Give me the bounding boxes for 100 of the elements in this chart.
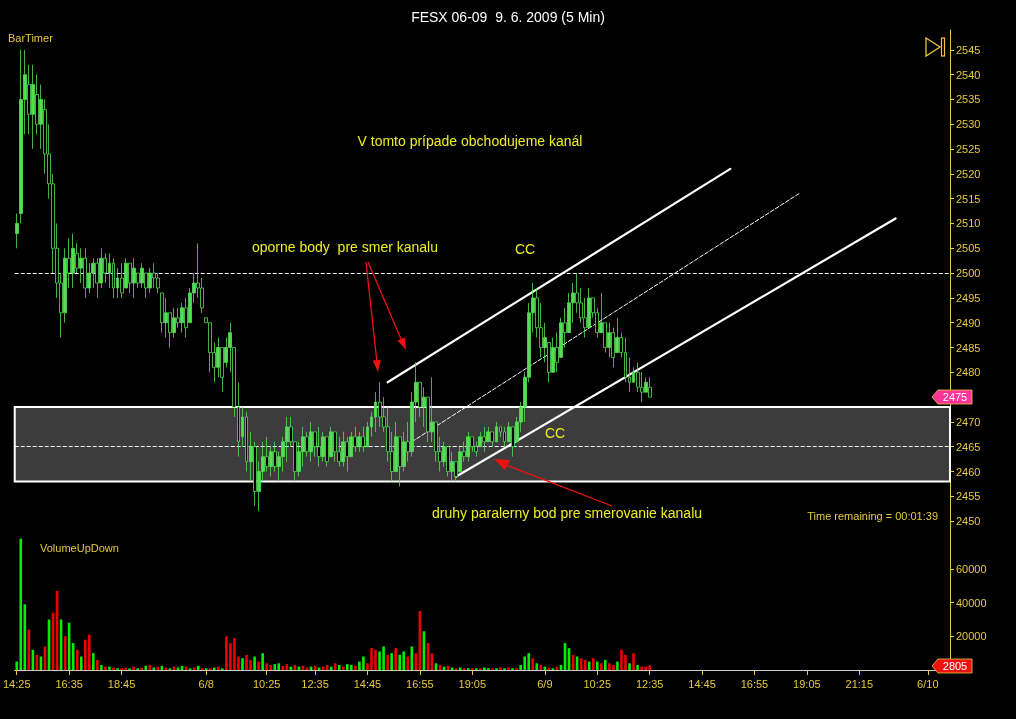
- x-tick-label: 19:05: [458, 677, 487, 690]
- bar: [382, 646, 385, 670]
- bar: [83, 639, 87, 670]
- x-tick-label: 16:55: [740, 677, 769, 690]
- candlestick: [357, 431, 361, 453]
- candlestick: [132, 257, 136, 299]
- bar: [648, 665, 651, 670]
- annotation: druhy paralerny bod pre smerovanie kanalu: [431, 505, 703, 521]
- candlestick: [333, 431, 337, 463]
- bar: [640, 666, 643, 670]
- bar: [257, 661, 260, 670]
- candlestick: [71, 233, 75, 289]
- y-tick-label: 2495: [956, 291, 981, 304]
- bar: [350, 664, 353, 670]
- bar: [362, 656, 365, 670]
- bar: [233, 638, 236, 670]
- candlestick: [120, 262, 124, 299]
- candlestick: [648, 376, 652, 398]
- bar: [628, 663, 631, 670]
- bar: [96, 659, 99, 670]
- bar: [124, 667, 127, 670]
- y-tick-label: 2500: [956, 267, 981, 280]
- annotation: 2805: [942, 660, 968, 672]
- y-tick-label: 2460: [956, 465, 981, 478]
- x-tick-label: 19:05: [793, 677, 821, 690]
- bar: [531, 658, 535, 670]
- bar: [616, 661, 619, 670]
- bar: [148, 664, 152, 670]
- bar: [261, 653, 264, 670]
- y-tick-label: 2485: [956, 341, 981, 354]
- candlestick: [482, 426, 486, 453]
- bar: [245, 654, 248, 670]
- bar: [354, 665, 357, 670]
- y-tick-label: 2455: [956, 490, 981, 503]
- bar: [370, 648, 373, 670]
- bar: [79, 656, 83, 670]
- x-tick-label: 10:25: [252, 677, 281, 690]
- bar: [337, 664, 341, 670]
- y-tick-label: 2515: [956, 192, 981, 205]
- bar: [88, 634, 91, 670]
- x-tick-label: 6/9: [537, 677, 553, 690]
- bar: [112, 667, 115, 670]
- bar: [217, 666, 220, 670]
- bar: [374, 649, 377, 670]
- bar: [632, 653, 635, 670]
- bar: [386, 654, 389, 670]
- bar: [535, 663, 539, 670]
- bar: [108, 666, 111, 670]
- candlestick: [317, 426, 321, 467]
- annotation: oporne body pre smer kanalu: [252, 239, 438, 255]
- x-tick-label: 18:45: [107, 677, 136, 690]
- candlestick: [31, 64, 35, 150]
- x-tick-label: 16:35: [55, 677, 83, 690]
- candlestick: [128, 262, 132, 294]
- bar: [358, 661, 361, 670]
- candlestick: [378, 381, 382, 428]
- annotation: BarTimer: [8, 32, 54, 44]
- annotation: VolumeUpDown: [40, 542, 119, 554]
- annotation: Time remaining = 00:01:39: [807, 510, 938, 522]
- x-tick-label: 6/8: [198, 677, 214, 690]
- y-tick-label: 2505: [956, 242, 981, 255]
- candlestick: [83, 247, 87, 299]
- y-tick-label: 2490: [956, 316, 981, 329]
- x-tick-label: 6/10: [917, 677, 939, 690]
- y-tick-label: 2545: [956, 43, 981, 56]
- y-tick-label: 2450: [956, 515, 981, 528]
- annotation: CC: [544, 425, 566, 441]
- bar: [595, 661, 599, 670]
- annotation: 2475: [942, 391, 968, 403]
- x-tick-label: 12:35: [635, 677, 664, 690]
- y2-tick-label: 60000: [956, 562, 987, 575]
- bar: [599, 663, 603, 670]
- candlestick: [103, 252, 107, 284]
- bar: [269, 664, 273, 670]
- bar: [644, 666, 647, 670]
- x-tick-label: 14:45: [353, 677, 382, 690]
- candlestick: [152, 262, 156, 289]
- bar: [241, 658, 244, 670]
- x-tick-label: 14:45: [688, 677, 716, 690]
- y-tick-label: 2520: [956, 167, 981, 180]
- bar: [92, 653, 95, 670]
- candlestick: [345, 436, 349, 472]
- bar: [249, 659, 252, 670]
- candlestick: [112, 257, 115, 299]
- bar: [608, 663, 611, 670]
- bar: [253, 656, 256, 670]
- y-tick-label: 2510: [956, 217, 981, 230]
- bar: [523, 656, 526, 670]
- candlestick: [446, 446, 450, 477]
- candlestick: [321, 431, 325, 463]
- y-tick-label: 2530: [956, 118, 981, 131]
- bar: [591, 658, 595, 670]
- bar: [212, 667, 216, 670]
- bar: [624, 654, 627, 670]
- bar: [398, 654, 402, 670]
- bar: [394, 648, 397, 670]
- x-tick-label: 10:25: [583, 677, 612, 690]
- bar: [483, 667, 486, 670]
- annotation: CC: [514, 241, 536, 257]
- bar: [636, 664, 639, 670]
